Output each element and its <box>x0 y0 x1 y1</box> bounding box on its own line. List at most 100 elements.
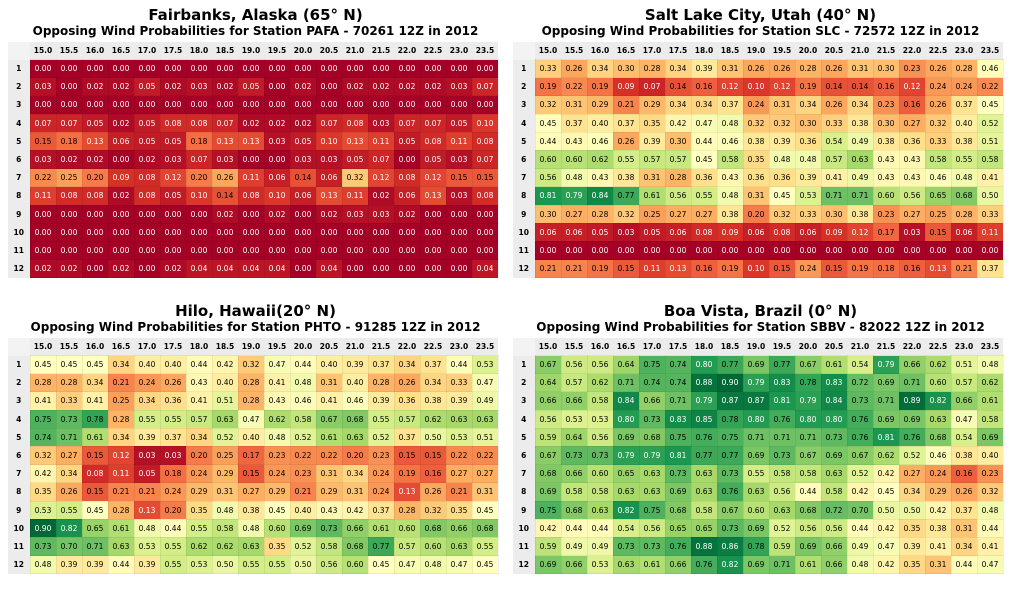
heatmap-cell: 0.31 <box>924 555 952 575</box>
heatmap-cell: 0.00 <box>289 222 317 242</box>
heatmap-cell: 0.80 <box>742 409 770 429</box>
heatmap-cell: 0.52 <box>768 518 796 538</box>
row-label: 10 <box>513 223 535 242</box>
heatmap-cell: 0.88 <box>690 373 718 393</box>
heatmap-cell: 0.31 <box>846 58 874 79</box>
heatmap-cell: 0.18 <box>185 131 213 151</box>
heatmap-cell: 0.39 <box>445 391 473 411</box>
column-header: 15.0 <box>535 42 561 60</box>
heatmap-cell: 0.42 <box>872 555 900 575</box>
heatmap-cell: 0.03 <box>29 149 57 170</box>
heatmap-cell: 0.85 <box>690 409 718 429</box>
heatmap-cell: 0.83 <box>768 373 796 393</box>
heatmap-cell: 0.67 <box>716 500 744 520</box>
heatmap-cell: 0.00 <box>289 259 317 279</box>
heatmap-cell: 0.48 <box>560 168 588 188</box>
heatmap-cell: 0.24 <box>133 373 161 393</box>
heatmap-cell: 0.58 <box>586 391 614 411</box>
heatmap-cell: 0.00 <box>29 204 57 224</box>
heatmap-cell: 0.82 <box>716 555 744 575</box>
heatmap-cell: 0.43 <box>872 168 900 188</box>
heatmap-cell: 0.44 <box>794 482 822 502</box>
heatmap-cell: 0.00 <box>846 240 874 261</box>
heatmap-row: 4 0.56 0.53 0.53 0.80 0.73 0.83 0.85 0.78 0.80 0.7… <box>513 409 1004 429</box>
heatmap-cell: 0.55 <box>690 186 718 206</box>
heatmap-row: 7 0.42 0.34 0.08 0.11 0.05 0.18 0.24 0.29 0.15 0.2… <box>8 464 499 484</box>
heatmap-cell: 0.39 <box>81 555 109 575</box>
heatmap-cell: 0.60 <box>742 500 770 520</box>
heatmap-cell: 0.26 <box>950 482 978 502</box>
heatmap-cell: 0.32 <box>924 113 952 133</box>
column-header: 18.0 <box>186 42 212 60</box>
heatmap-cell: 0.66 <box>341 518 369 538</box>
heatmap-cell: 0.00 <box>419 95 447 115</box>
heatmap-cell: 0.43 <box>263 391 291 411</box>
heatmap-cell: 0.07 <box>638 77 666 97</box>
heatmap-cell: 0.75 <box>534 500 562 520</box>
heatmap-cell: 0.79 <box>742 373 770 393</box>
heatmap-cell: 0.22 <box>471 445 499 466</box>
heatmap-cell: 0.36 <box>393 391 421 411</box>
heatmap-cell: 0.27 <box>471 464 499 484</box>
row-label: 12 <box>8 259 30 278</box>
heatmap-cell: 0.06 <box>950 222 978 242</box>
heatmap-cell: 0.66 <box>638 391 666 411</box>
heatmap-cell: 0.44 <box>586 518 614 538</box>
heatmap-cell: 0.19 <box>534 77 562 97</box>
heatmap-cell: 0.39 <box>341 354 369 375</box>
heatmap-cell: 0.59 <box>534 427 562 447</box>
heatmap-cell: 0.41 <box>29 391 57 411</box>
heatmap-cell: 0.23 <box>898 58 926 79</box>
heatmap-cell: 0.26 <box>612 131 640 151</box>
heatmap-cell: 0.39 <box>638 131 666 151</box>
heatmap-cell: 0.00 <box>768 240 796 261</box>
heatmap-cell: 0.12 <box>159 168 187 188</box>
heatmap-cell: 0.58 <box>289 409 317 429</box>
heatmap-cell: 0.51 <box>976 131 1004 151</box>
heatmap-cell: 0.71 <box>872 391 900 411</box>
heatmap-cell: 0.58 <box>768 464 796 484</box>
heatmap-cell: 0.68 <box>664 500 692 520</box>
heatmap-cell: 0.40 <box>133 354 161 375</box>
heatmap-cell: 0.88 <box>690 536 718 557</box>
heatmap-cell: 0.48 <box>211 500 239 520</box>
heatmap-cell: 0.39 <box>133 427 161 447</box>
heatmap-cell: 0.44 <box>560 518 588 538</box>
heatmap-cell: 0.16 <box>419 464 447 484</box>
heatmap-cell: 0.15 <box>81 482 109 502</box>
column-header: 21.0 <box>847 338 873 356</box>
heatmap-cell: 0.57 <box>560 373 588 393</box>
heatmap-cell: 0.61 <box>976 391 1004 411</box>
heatmap-cell: 0.00 <box>81 222 109 242</box>
heatmap-cell: 0.55 <box>742 464 770 484</box>
heatmap-cell: 0.69 <box>742 555 770 575</box>
heatmap-cell: 0.58 <box>924 149 952 170</box>
heatmap-cell: 0.44 <box>185 354 213 375</box>
heatmap-cell: 0.52 <box>367 427 395 447</box>
heatmap-cell: 0.50 <box>898 500 926 520</box>
heatmap-cell: 0.02 <box>211 77 239 97</box>
heatmap-cell: 0.40 <box>586 113 614 133</box>
heatmap-row: 4 0.45 0.37 0.40 0.37 0.35 0.42 0.47 0.48 0.32 0.3… <box>513 113 1004 133</box>
heatmap-cell: 0.00 <box>289 240 317 261</box>
heatmap-cell: 0.68 <box>341 536 369 557</box>
heatmap-cell: 0.73 <box>638 536 666 557</box>
heatmap-cell: 0.53 <box>185 555 213 575</box>
heatmap-cell: 0.00 <box>133 58 161 79</box>
heatmap-cell: 0.71 <box>846 186 874 206</box>
heatmap-cell: 0.18 <box>55 131 83 151</box>
heatmap-cell: 0.48 <box>237 518 265 538</box>
heatmap-cell: 0.00 <box>237 149 265 170</box>
column-header: 16.5 <box>108 338 134 356</box>
heatmap-cell: 0.00 <box>289 95 317 115</box>
heatmap-cell: 0.73 <box>846 391 874 411</box>
corner-cell <box>513 338 535 356</box>
heatmap-cell: 0.04 <box>185 259 213 279</box>
heatmap-cell: 0.64 <box>534 373 562 393</box>
heatmap-cell: 0.21 <box>133 482 161 502</box>
heatmap-cell: 0.00 <box>471 204 499 224</box>
heatmap-cell: 0.00 <box>237 204 265 224</box>
heatmap-cell: 0.40 <box>211 373 239 393</box>
heatmap-cell: 0.07 <box>471 149 499 170</box>
heatmap-cell: 0.34 <box>898 482 926 502</box>
